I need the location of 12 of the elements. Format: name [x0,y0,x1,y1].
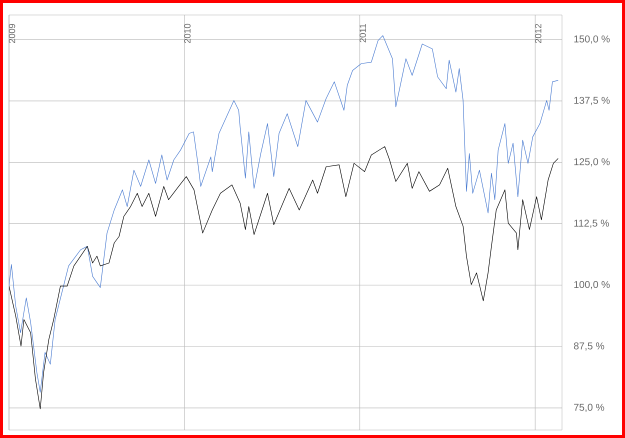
y-tick-label: 150,0 % [574,35,610,44]
x-tick-label: 2009 [8,24,16,44]
x-tick-label: 2012 [534,24,542,44]
y-tick-label: 75,0 % [574,404,604,412]
line-series [9,146,558,410]
y-tick-label: 137,5 % [574,96,610,106]
x-tick-label: 2010 [184,24,191,44]
y-tick-label: 87,5 % [574,342,604,351]
y-tick-label: 125,0 % [574,158,610,166]
y-tick-label: 100,0 % [574,281,610,290]
x-tick-label: 2011 [360,24,366,42]
y-tick-label: 112,5 % [574,220,609,228]
